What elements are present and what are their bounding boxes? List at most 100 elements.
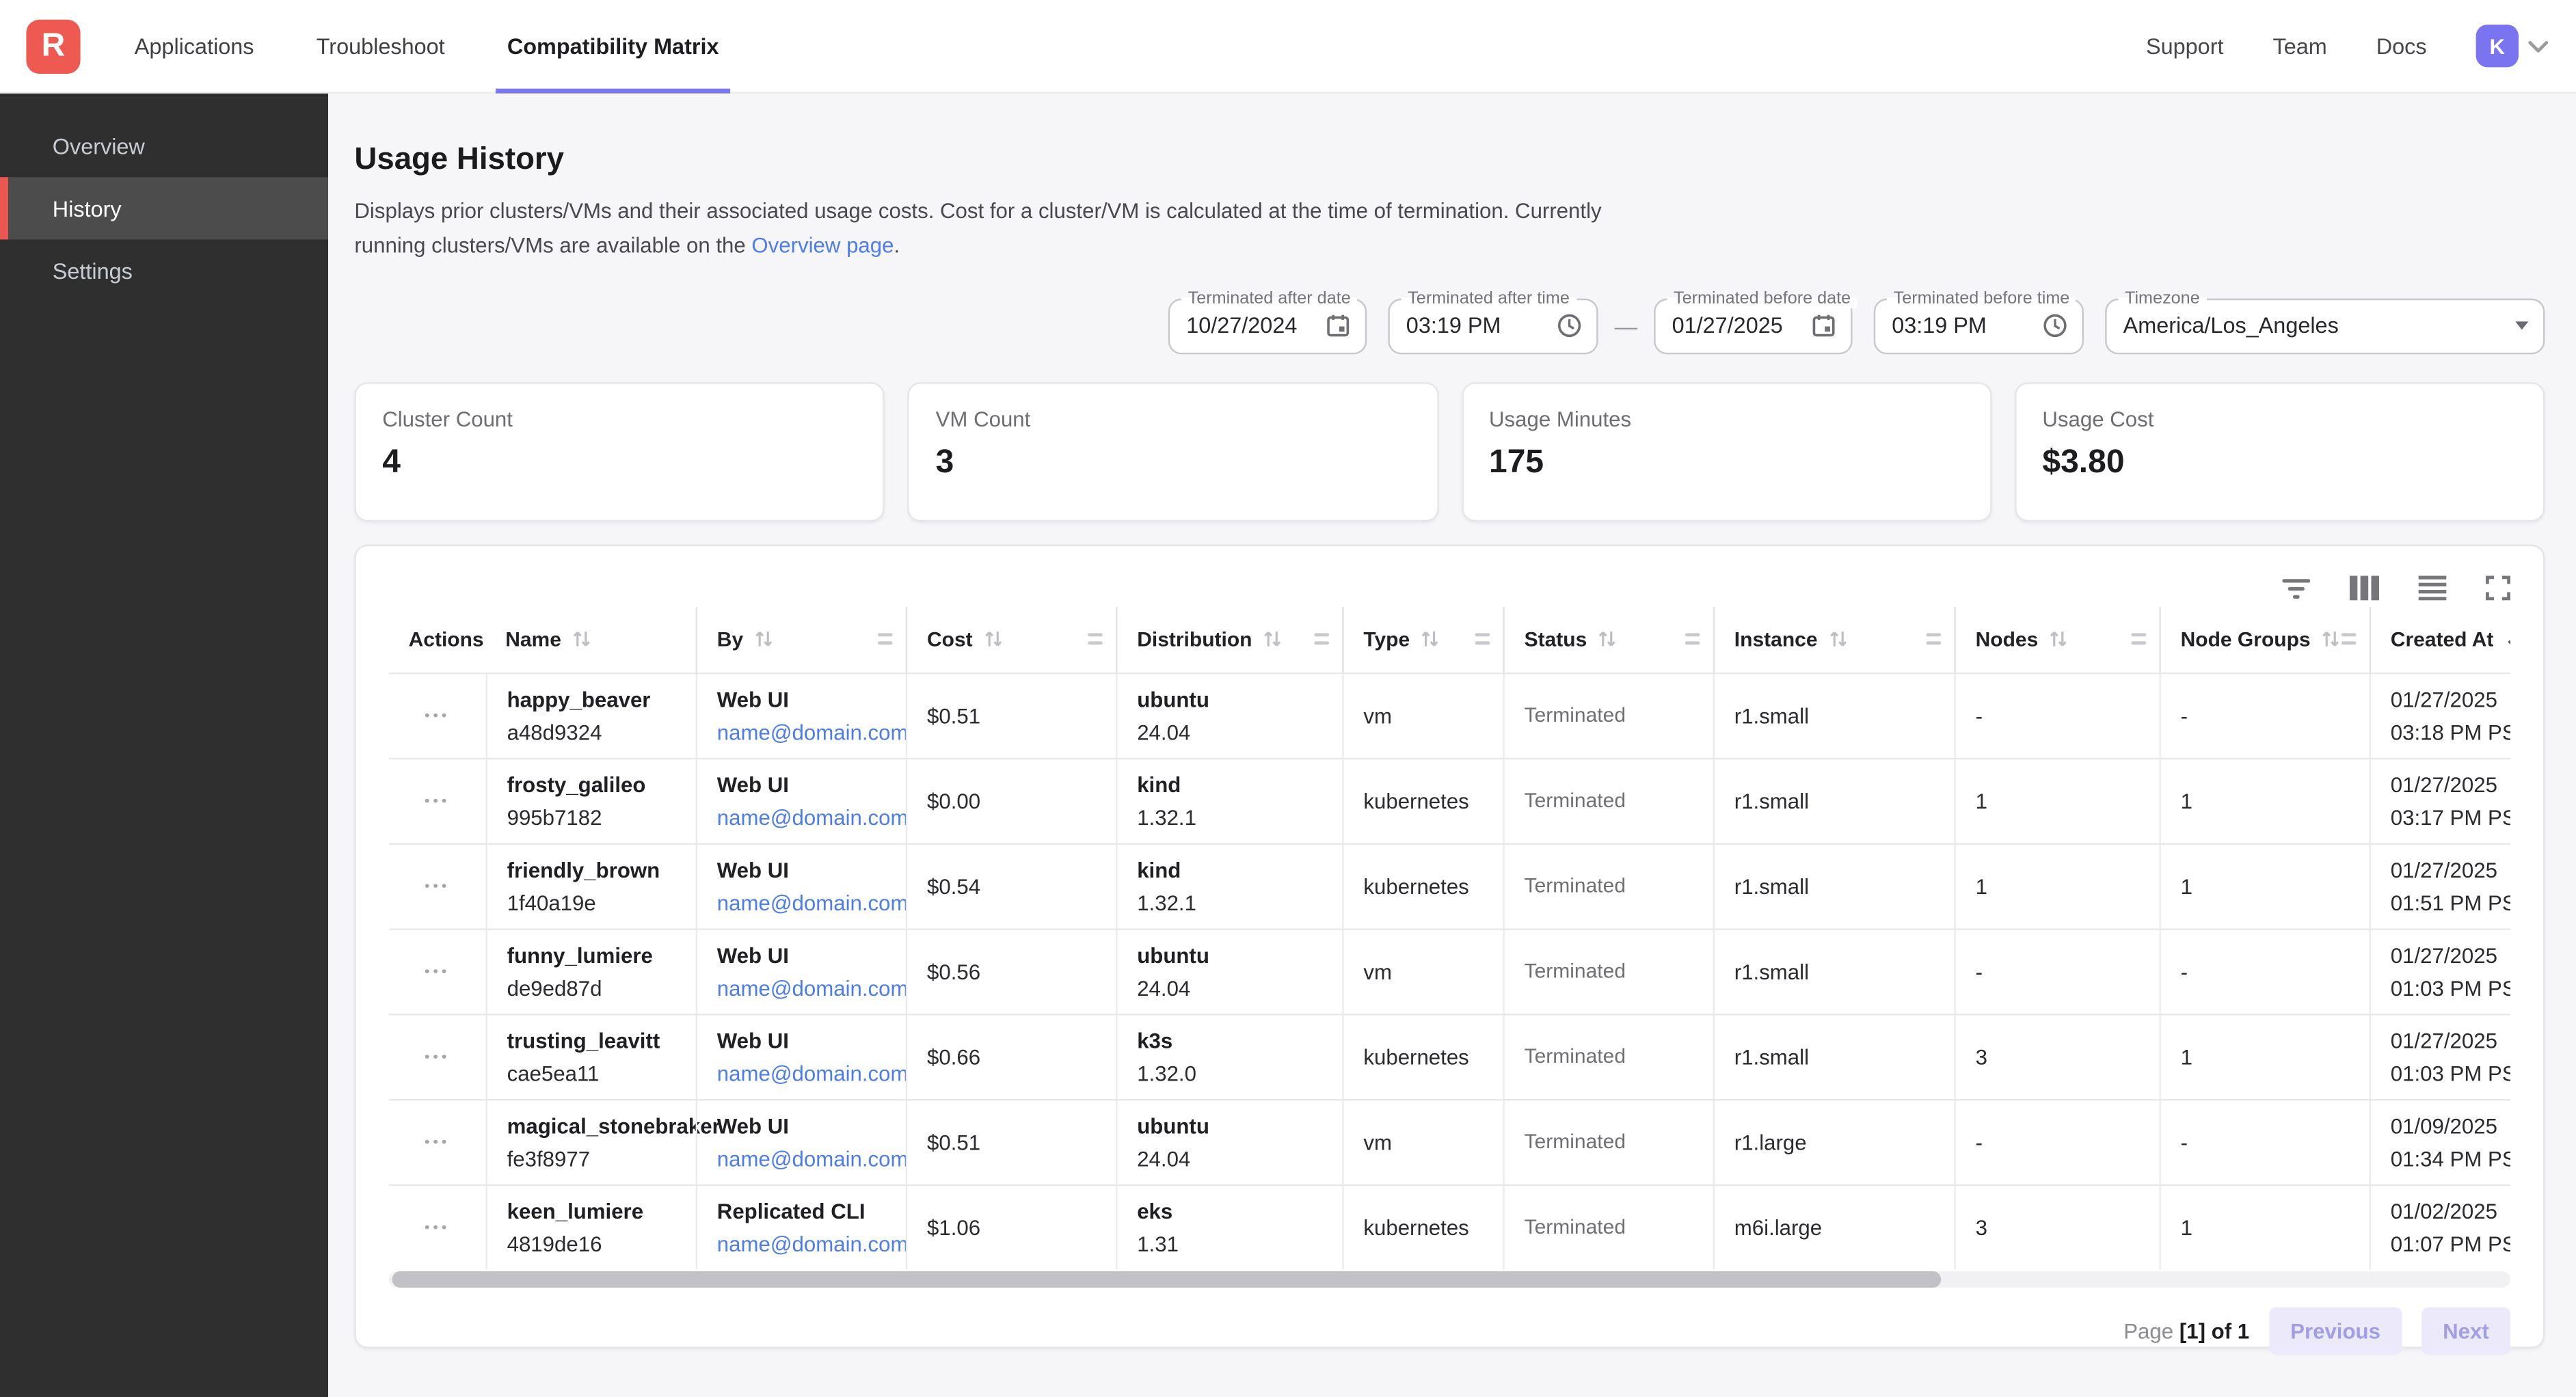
stat-label: Usage Minutes bbox=[1489, 406, 1963, 431]
timezone-select[interactable]: Timezone America/Los_Angeles bbox=[2105, 298, 2545, 354]
sort-arrows-icon[interactable] bbox=[1263, 628, 1281, 649]
sort-arrows-icon[interactable] bbox=[573, 628, 591, 649]
column-header-by[interactable]: By bbox=[696, 606, 906, 672]
column-header-cost[interactable]: Cost bbox=[906, 606, 1116, 672]
nav-tab-troubleshoot[interactable]: Troubleshoot bbox=[305, 0, 457, 93]
status-badge: Terminated bbox=[1525, 874, 1700, 897]
calendar-icon[interactable] bbox=[1812, 314, 1836, 338]
column-menu-icon[interactable] bbox=[2132, 634, 2147, 645]
status-badge: Terminated bbox=[1525, 1216, 1700, 1239]
row-instance-cell: r1.small bbox=[1713, 930, 1955, 1013]
terminated-after-date-field[interactable]: Terminated after date 10/27/2024 bbox=[1168, 298, 1367, 354]
row-actions-menu-icon[interactable]: ••• bbox=[425, 963, 450, 979]
avatar[interactable]: K bbox=[2476, 25, 2519, 67]
row-actions-menu-icon[interactable]: ••• bbox=[425, 1219, 450, 1235]
chevron-down-icon[interactable] bbox=[2527, 38, 2550, 53]
terminated-after-time-field[interactable]: Terminated after time 03:19 PM bbox=[1388, 298, 1598, 354]
distribution-name: kind bbox=[1137, 772, 1329, 796]
sort-arrows-icon[interactable] bbox=[984, 628, 1002, 649]
team-link[interactable]: Team bbox=[2273, 33, 2327, 58]
field-value: 01/27/2025 bbox=[1672, 314, 1783, 338]
nodes-value: - bbox=[1976, 703, 2147, 728]
table-row[interactable]: ••• funny_lumiere de9ed87d Web UI name@d… bbox=[389, 927, 2510, 1013]
column-header-name[interactable]: Name bbox=[485, 606, 695, 672]
column-menu-icon[interactable] bbox=[1475, 634, 1490, 645]
row-actions-menu-icon[interactable]: ••• bbox=[425, 707, 450, 724]
next-page-button[interactable]: Next bbox=[2421, 1307, 2510, 1355]
column-header-instance[interactable]: Instance bbox=[1713, 606, 1955, 672]
clock-icon[interactable] bbox=[1557, 314, 1582, 338]
created-by-email-link[interactable]: name@domain.com bbox=[717, 890, 893, 914]
column-menu-icon[interactable] bbox=[1088, 634, 1103, 645]
nodes-value: 3 bbox=[1976, 1044, 2147, 1069]
overview-page-link[interactable]: Overview page bbox=[751, 232, 894, 257]
cost-value: $0.51 bbox=[927, 703, 1103, 728]
sort-arrows-icon[interactable] bbox=[1598, 628, 1616, 649]
created-by-email-link[interactable]: name@domain.com bbox=[717, 720, 893, 744]
row-name-cell: funny_lumiere de9ed87d bbox=[485, 930, 695, 1013]
sidebar-item-overview[interactable]: Overview bbox=[0, 115, 328, 177]
table-row[interactable]: ••• friendly_brown 1f40a19e Web UI name@… bbox=[389, 843, 2510, 928]
table-row[interactable]: ••• keen_lumiere 4819de16 Replicated CLI… bbox=[389, 1184, 2510, 1269]
row-actions-menu-icon[interactable]: ••• bbox=[425, 878, 450, 894]
row-actions-menu-icon[interactable]: ••• bbox=[425, 1048, 450, 1065]
cluster-id: 4819de16 bbox=[507, 1231, 683, 1256]
clock-icon[interactable] bbox=[2043, 314, 2067, 338]
support-link[interactable]: Support bbox=[2146, 33, 2224, 58]
sort-arrows-icon[interactable] bbox=[1421, 628, 1439, 649]
table-row[interactable]: ••• magical_stonebraker fe3f8977 Web UI … bbox=[389, 1098, 2510, 1184]
column-menu-icon[interactable] bbox=[2342, 634, 2357, 645]
created-date: 01/27/2025 bbox=[2391, 772, 2510, 796]
horizontal-scrollbar[interactable] bbox=[389, 1271, 2510, 1287]
column-menu-icon[interactable] bbox=[1927, 634, 1942, 645]
account-menu[interactable]: K bbox=[2476, 25, 2550, 67]
fullscreen-icon[interactable] bbox=[2486, 576, 2510, 601]
sort-arrows-icon[interactable] bbox=[1829, 628, 1847, 649]
column-header-distribution[interactable]: Distribution bbox=[1116, 606, 1342, 672]
column-header-node-groups[interactable]: Node Groups bbox=[2159, 606, 2369, 672]
terminated-before-time-field[interactable]: Terminated before time 03:19 PM bbox=[1874, 298, 2084, 354]
docs-link[interactable]: Docs bbox=[2376, 33, 2427, 58]
scrollbar-thumb[interactable] bbox=[392, 1271, 1941, 1287]
nav-tab-compatibility-matrix[interactable]: Compatibility Matrix bbox=[496, 0, 730, 93]
created-by-email-link[interactable]: name@domain.com bbox=[717, 1231, 893, 1256]
table-row[interactable]: ••• happy_beaver a48d9324 Web UI name@do… bbox=[389, 672, 2510, 757]
row-actions-cell: ••• bbox=[389, 930, 486, 1013]
dropdown-arrow-icon[interactable] bbox=[2515, 322, 2528, 330]
column-header-status[interactable]: Status bbox=[1503, 606, 1713, 672]
row-actions-menu-icon[interactable]: ••• bbox=[425, 1134, 450, 1150]
nav-tab-label: Troubleshoot bbox=[317, 33, 445, 58]
sort-desc-icon[interactable] bbox=[2505, 627, 2510, 651]
table-row[interactable]: ••• trusting_leavitt cae5ea11 Web UI nam… bbox=[389, 1013, 2510, 1098]
density-icon[interactable] bbox=[2419, 576, 2447, 601]
column-header-type[interactable]: Type bbox=[1342, 606, 1503, 672]
terminated-before-date-field[interactable]: Terminated before date 01/27/2025 bbox=[1654, 298, 1852, 354]
nav-tab-applications[interactable]: Applications bbox=[123, 0, 265, 93]
created-by-email-link[interactable]: name@domain.com bbox=[717, 1061, 893, 1085]
sidebar-item-history[interactable]: History bbox=[0, 177, 328, 239]
row-actions-menu-icon[interactable]: ••• bbox=[425, 792, 450, 809]
distribution-name: ubuntu bbox=[1137, 687, 1329, 711]
column-label: Created At bbox=[2391, 627, 2494, 651]
created-by-email-link[interactable]: name@domain.com bbox=[717, 1146, 893, 1171]
column-header-nodes[interactable]: Nodes bbox=[1954, 606, 2159, 672]
created-by-email-link[interactable]: name@domain.com bbox=[717, 804, 893, 829]
column-menu-icon[interactable] bbox=[1314, 634, 1329, 645]
app-logo[interactable]: R bbox=[26, 19, 80, 73]
cluster-id: de9ed87d bbox=[507, 975, 683, 1000]
calendar-icon[interactable] bbox=[1326, 314, 1350, 338]
column-menu-icon[interactable] bbox=[1685, 634, 1700, 645]
columns-icon[interactable] bbox=[2350, 576, 2379, 601]
column-header-created-at[interactable]: Created At bbox=[2370, 606, 2510, 672]
created-by-email-link[interactable]: name@domain.com bbox=[717, 975, 893, 1000]
column-menu-icon[interactable] bbox=[878, 634, 893, 645]
sort-arrows-icon[interactable] bbox=[755, 628, 773, 649]
sidebar-item-settings[interactable]: Settings bbox=[0, 239, 328, 301]
previous-page-button[interactable]: Previous bbox=[2269, 1307, 2402, 1355]
field-value: 10/27/2024 bbox=[1186, 314, 1297, 338]
table-row[interactable]: ••• frosty_galileo 995b7182 Web UI name@… bbox=[389, 757, 2510, 843]
filter-icon[interactable] bbox=[2282, 577, 2310, 600]
row-type-cell: kubernetes bbox=[1342, 844, 1503, 927]
sort-arrows-icon[interactable] bbox=[2322, 628, 2339, 649]
sort-arrows-icon[interactable] bbox=[2050, 628, 2067, 649]
